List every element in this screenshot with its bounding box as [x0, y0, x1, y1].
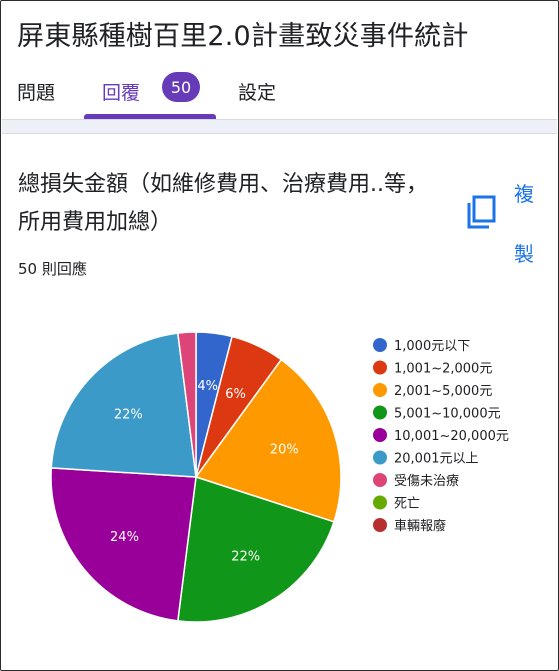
response-count: 50 則回應: [18, 260, 87, 278]
copy-icon: [464, 194, 498, 234]
legend-label-5: 10,001~20,000元: [394, 429, 509, 444]
pie-slice-label-2: 6%: [225, 387, 246, 402]
legend-label-8: 死亡: [394, 497, 420, 512]
pie-slice-7[interactable]: [176, 331, 197, 478]
pie-slice-5[interactable]: [50, 467, 197, 622]
form-title: 屏東縣種樹百里2.0計畫致災事件統計: [17, 21, 469, 52]
question-title: 總損失金額（如維修費用、治療費用..等，所用費用加總）: [18, 172, 428, 235]
legend-swatch-9: [373, 518, 387, 532]
pie-slice-6[interactable]: [50, 332, 197, 478]
legend-swatch-5: [373, 428, 387, 442]
legend-label-1: 1,000元以下: [394, 339, 470, 354]
pie-slice-3[interactable]: [194, 358, 342, 523]
legend-label-9: 車輛報廢: [394, 519, 446, 534]
legend-swatch-7: [373, 473, 387, 487]
pie-slice-label-6: 22%: [114, 407, 143, 422]
pie-slice-label-5: 24%: [110, 530, 139, 545]
responses-count-badge: 50: [162, 72, 200, 102]
legend-swatch-8: [373, 495, 387, 510]
legend-swatch-6: [373, 450, 387, 465]
copy-label: 複製: [514, 182, 534, 266]
pie-slice-label-1: 4%: [197, 379, 218, 394]
pie-slice-label-4: 22%: [231, 549, 260, 564]
tab-questions[interactable]: 問題: [17, 82, 56, 104]
legend-label-2: 1,001~2,000元: [394, 362, 492, 377]
pie-slice-4[interactable]: [176, 476, 335, 623]
legend-label-7: 受傷未治療: [394, 474, 459, 489]
section-divider: [2, 119, 557, 134]
legend-label-3: 2,001~5,000元: [394, 384, 492, 399]
legend-swatch-3: [373, 383, 387, 397]
active-tab-indicator: [84, 114, 216, 119]
pie-slice-label-3: 20%: [270, 442, 299, 457]
copy-chart-button[interactable]: 複製: [458, 162, 548, 266]
tab-bar: 問題 回覆 50 設定: [0, 72, 559, 120]
legend-swatch-4: [373, 405, 387, 420]
tab-settings[interactable]: 設定: [238, 82, 277, 104]
legend-swatch-2: [373, 360, 387, 375]
legend-label-6: 20,001元以上: [394, 452, 479, 467]
legend-swatch-1: [373, 338, 387, 352]
tab-responses[interactable]: 回覆: [102, 82, 141, 104]
legend-label-4: 5,001~10,000元: [394, 407, 501, 422]
